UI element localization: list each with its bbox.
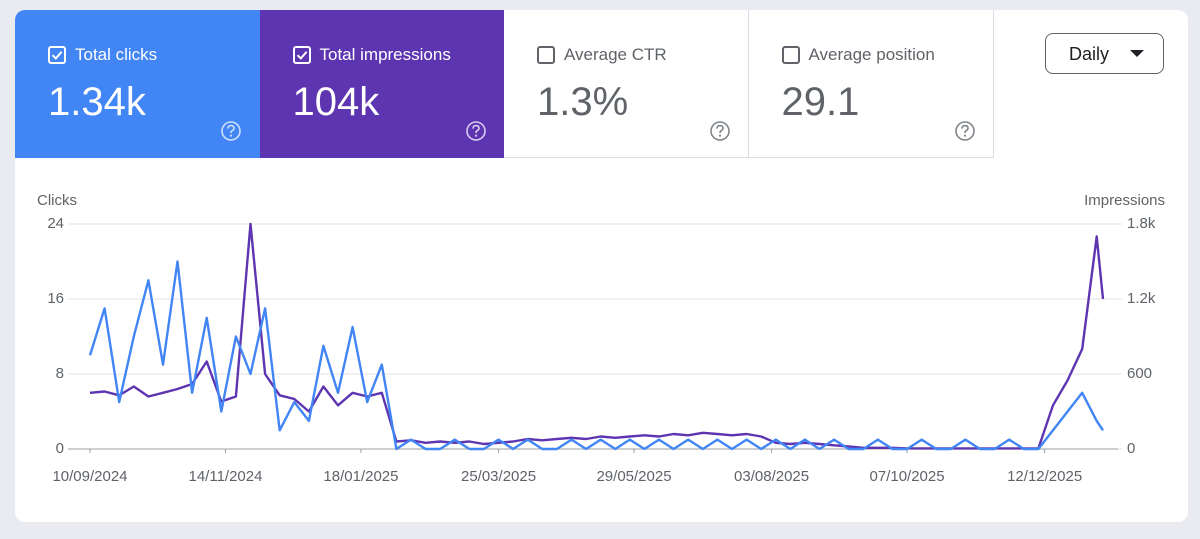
help-glyph	[227, 124, 235, 134]
metric-label: Total clicks	[75, 45, 158, 64]
help-dot	[474, 134, 477, 137]
y2-axis-title: Impressions	[1084, 192, 1165, 209]
checkbox	[537, 46, 555, 64]
metric-card[interactable]: Average CTR 1.3%	[504, 10, 749, 158]
checkbox	[781, 46, 800, 64]
series-line	[88, 260, 1104, 451]
y-axis-title: Clicks	[37, 192, 77, 209]
checkmark	[51, 51, 63, 60]
y2-tick-label: 600	[1127, 365, 1152, 382]
y-tick-label: 0	[56, 440, 64, 457]
x-tick-label: 10/09/2024	[52, 468, 127, 485]
performance-panel: Total clicks 1.34k Total impressions 104k Av…	[15, 10, 1188, 522]
help-icon	[954, 121, 975, 141]
y-tick-label: 24	[47, 215, 64, 232]
granularity-dropdown[interactable]: Daily	[1045, 33, 1164, 74]
metric-value: 104k	[292, 80, 380, 124]
dropdown-label: Daily	[1069, 44, 1110, 64]
x-tick-label: 29/05/2025	[596, 468, 671, 485]
metric-value: 29.1	[781, 80, 860, 124]
x-tick-label: 25/03/2025	[461, 468, 536, 485]
x-tick-label: 14/11/2024	[188, 468, 262, 485]
help-circle	[954, 121, 975, 141]
metric-card[interactable]: Total impressions 104k	[259, 10, 505, 158]
help-glyph	[471, 124, 480, 134]
help-circle	[221, 121, 241, 141]
help-circle	[710, 121, 730, 141]
checkbox-box	[292, 46, 311, 64]
y2-tick-label: 1.8k	[1127, 215, 1156, 232]
metric-value: 1.34k	[48, 80, 146, 124]
series-line	[89, 222, 1105, 450]
checkmark	[296, 51, 307, 60]
help-icon	[465, 121, 486, 141]
checkbox-box	[537, 46, 555, 64]
metric-card[interactable]: Average position 29.1	[748, 10, 994, 158]
help-dot	[229, 134, 233, 137]
y-tick-label: 8	[56, 365, 64, 382]
checkbox-box	[781, 46, 800, 64]
x-tick-label: 03/08/2025	[734, 468, 809, 485]
metric-value: 1.3%	[537, 80, 629, 124]
metric-label: Average position	[808, 45, 935, 64]
help-circle	[465, 121, 486, 141]
checkbox	[48, 46, 66, 64]
checkbox-box	[48, 46, 66, 64]
metric-card[interactable]: Total clicks 1.34k	[15, 10, 260, 158]
x-tick-label: 18/01/2025	[323, 468, 398, 485]
help-icon	[221, 121, 241, 141]
y2-tick-label: 0	[1127, 440, 1135, 457]
help-glyph	[716, 124, 724, 134]
x-tick-label: 12/12/2025	[1007, 468, 1082, 485]
help-glyph	[960, 124, 969, 134]
dropdown-arrow	[1130, 50, 1144, 57]
y-tick-label: 16	[47, 290, 64, 307]
checkbox	[292, 46, 311, 64]
help-icon	[710, 121, 730, 141]
metric-label: Total impressions	[319, 45, 451, 64]
metric-label: Average CTR	[564, 45, 667, 64]
y2-tick-label: 1.2k	[1127, 290, 1156, 307]
help-dot	[718, 134, 722, 137]
help-dot	[963, 134, 966, 137]
x-tick-label: 07/10/2025	[870, 468, 945, 485]
